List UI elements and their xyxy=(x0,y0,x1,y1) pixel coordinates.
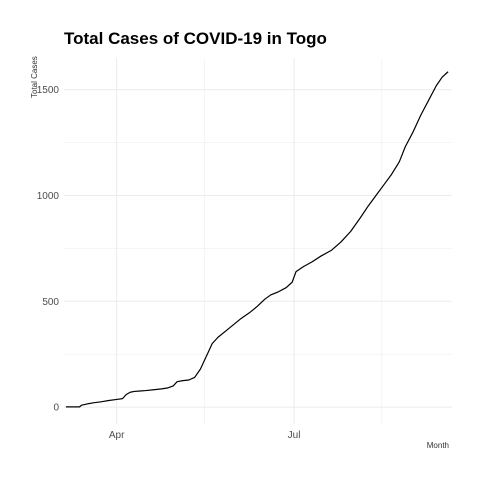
x-tick-label: Jul xyxy=(288,430,301,441)
chart-title: Total Cases of COVID-19 in Togo xyxy=(64,29,327,48)
grid xyxy=(64,58,452,424)
y-tick-label: 0 xyxy=(53,403,59,414)
x-axis-title: Month xyxy=(427,441,449,450)
series-layer xyxy=(65,71,449,408)
series-line xyxy=(65,71,449,408)
y-tick-labels: 0 500 1000 1500 xyxy=(37,85,60,413)
y-tick-label: 500 xyxy=(42,297,59,308)
y-tick-label: 1500 xyxy=(37,85,60,96)
x-tick-label: Apr xyxy=(109,430,125,441)
x-tick-labels: Apr Jul xyxy=(109,430,301,441)
y-axis-title: Total Cases xyxy=(30,56,39,98)
y-tick-label: 1000 xyxy=(37,191,60,202)
